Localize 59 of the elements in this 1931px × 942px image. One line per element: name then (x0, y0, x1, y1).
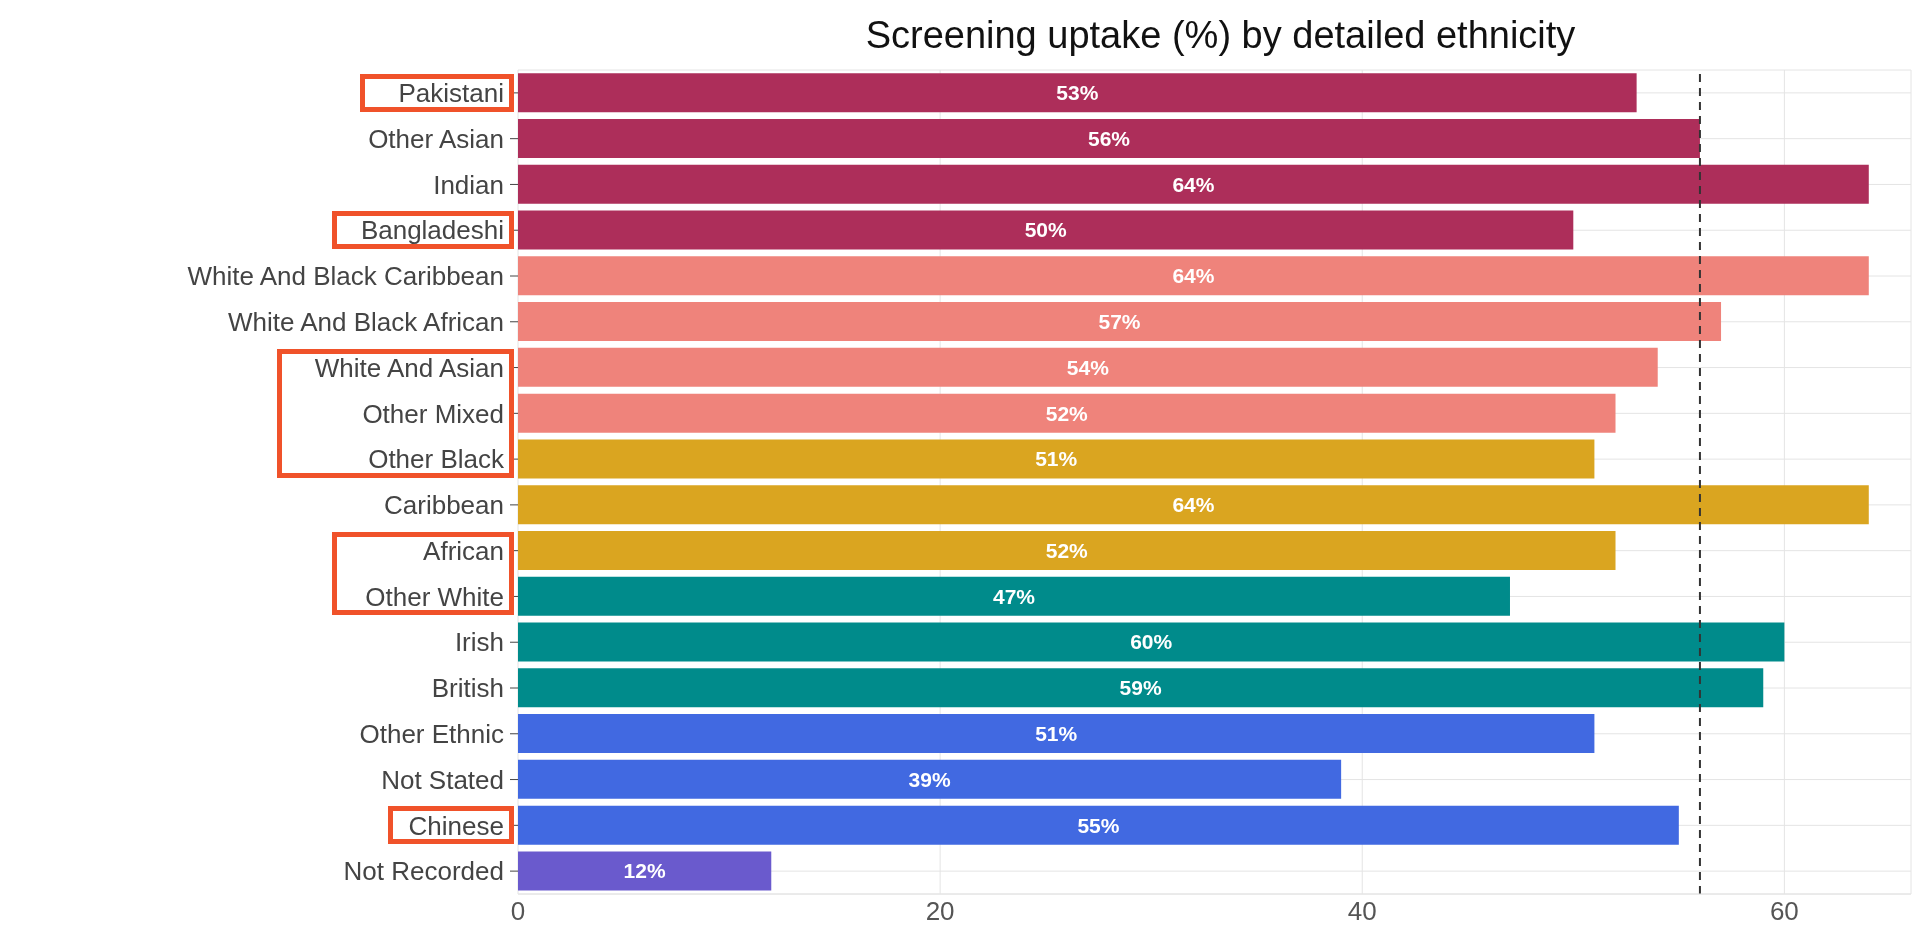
y-tick-label: African (423, 535, 504, 566)
y-tick-label: Other Mixed (362, 398, 504, 429)
bar (518, 576, 1510, 616)
x-tick-label: 20 (925, 896, 955, 927)
y-tick-label: Not Recorded (343, 856, 504, 887)
y-tick-label: White And Asian (314, 352, 504, 383)
chart-title: Screening uptake (%) by detailed ethnicity (864, 14, 1577, 57)
bar (518, 118, 1700, 158)
data-label: 51% (1035, 447, 1078, 471)
bar (518, 164, 1869, 204)
y-tick-label: Bangladeshi (360, 215, 504, 246)
data-label: 64% (1172, 172, 1215, 196)
data-label: 64% (1172, 264, 1215, 288)
bar (518, 73, 1637, 113)
data-label: 50% (1024, 218, 1067, 242)
y-tick-label: Chinese (408, 810, 504, 841)
y-tick-label: British (431, 673, 504, 704)
bar (518, 210, 1574, 250)
bar (518, 347, 1658, 387)
data-label: 54% (1066, 355, 1110, 379)
data-label: 60% (1130, 630, 1173, 654)
data-label: 52% (1045, 401, 1089, 425)
data-label: 47% (992, 584, 1036, 608)
bar (518, 805, 1679, 845)
bar (518, 302, 1722, 342)
y-tick-label: Other Ethnic (359, 719, 504, 750)
y-tick-label: Caribbean (384, 490, 504, 521)
y-tick-label: Pakistani (398, 78, 504, 109)
bar (518, 256, 1869, 296)
y-tick-label: Other Black (368, 444, 505, 475)
y-tick-label: Other White (365, 581, 504, 612)
data-label: 64% (1172, 493, 1215, 517)
y-tick-label: Not Stated (381, 764, 504, 795)
x-tick-label: 40 (1347, 896, 1377, 927)
data-label: 53% (1056, 81, 1099, 105)
bar (518, 485, 1869, 525)
bar (518, 393, 1616, 433)
y-tick-label: White And Black African (227, 307, 504, 338)
x-tick-label: 0 (510, 896, 526, 927)
y-tick-label: Indian (433, 169, 504, 200)
data-label: 52% (1045, 538, 1089, 562)
bar (518, 851, 772, 891)
bar (518, 668, 1764, 708)
data-label: 12% (623, 859, 666, 883)
bar (518, 714, 1595, 754)
data-label: 55% (1077, 813, 1120, 837)
y-tick-label: Other Asian (368, 123, 504, 154)
data-label: 59% (1119, 676, 1162, 700)
data-label: 57% (1098, 310, 1141, 334)
y-tick-label: Irish (454, 627, 504, 658)
y-tick-label: White And Black Caribbean (187, 261, 504, 292)
bar (518, 759, 1342, 799)
data-label: 56% (1087, 126, 1131, 150)
bar (518, 530, 1616, 570)
bar (518, 439, 1595, 479)
data-label: 39% (908, 767, 951, 791)
bar (518, 622, 1785, 662)
data-label: 51% (1035, 722, 1078, 746)
x-tick-label: 60 (1769, 896, 1799, 927)
